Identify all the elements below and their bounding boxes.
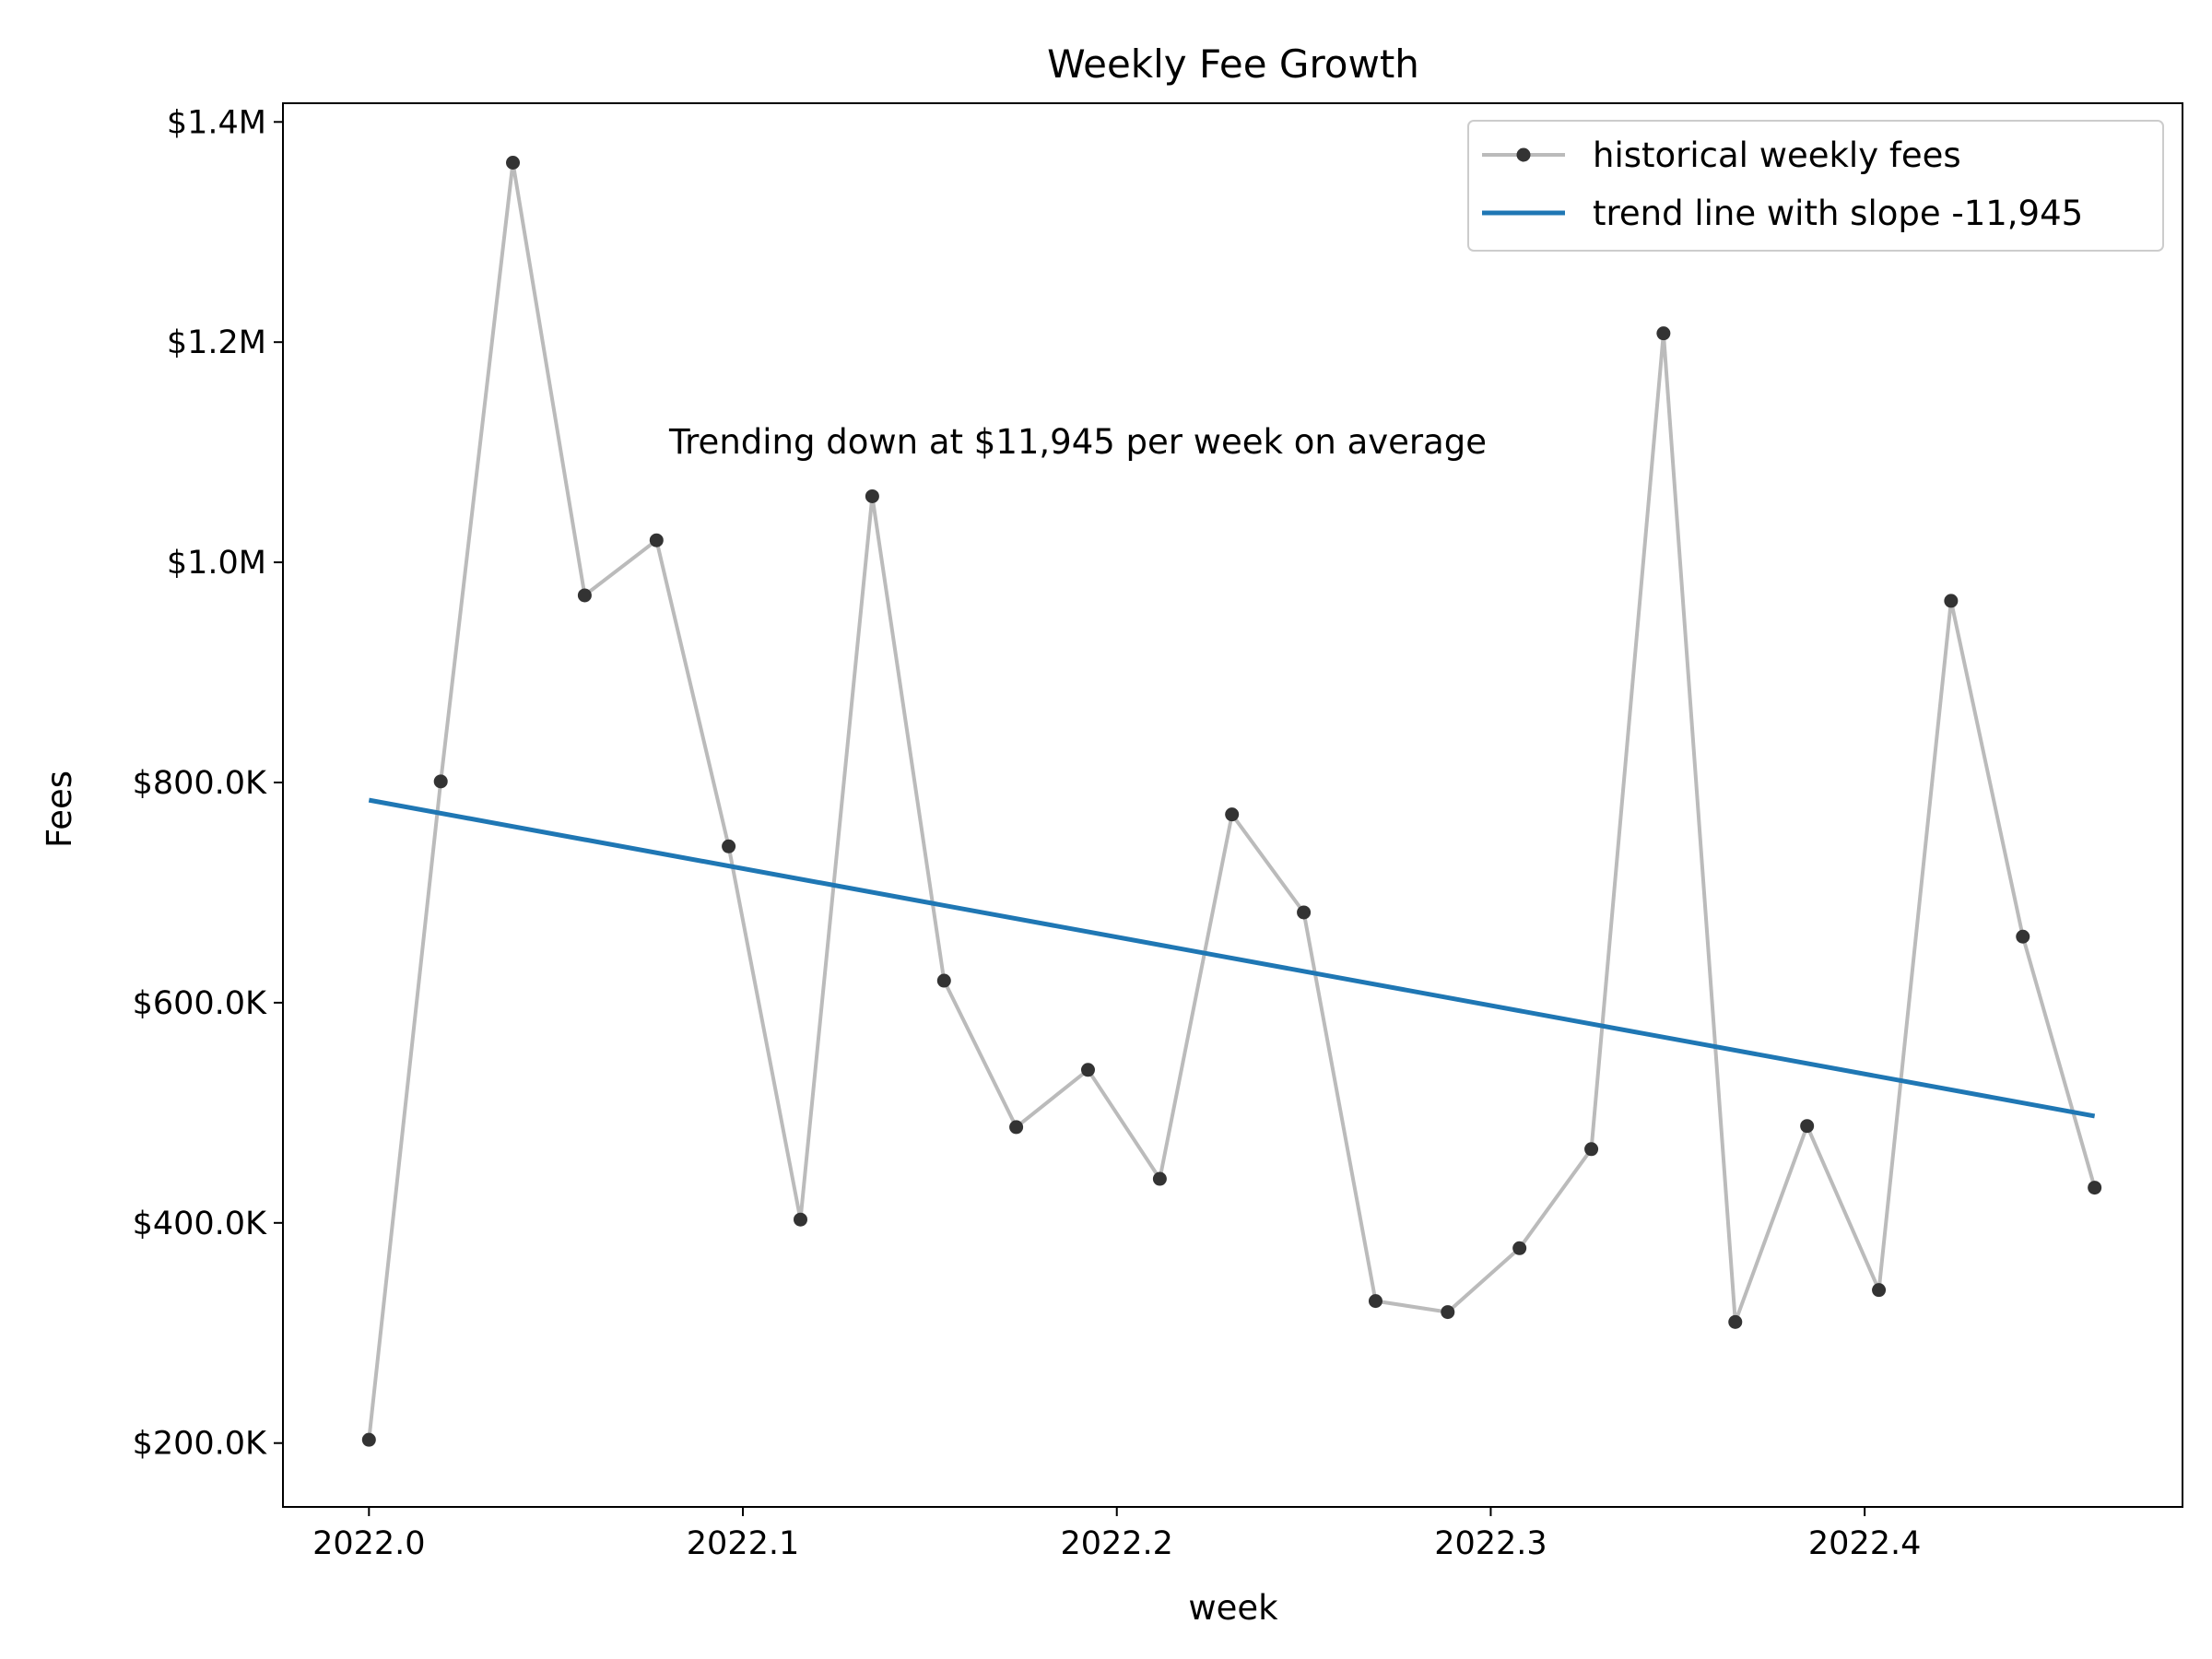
chart-title: Weekly Fee Growth bbox=[1047, 41, 1419, 87]
data-point bbox=[433, 774, 448, 789]
data-point bbox=[1152, 1171, 1167, 1186]
x-tick-label: 2022.3 bbox=[1434, 1525, 1547, 1562]
y-tick-label: $800.0K bbox=[133, 765, 267, 802]
series-layer bbox=[361, 156, 2102, 1447]
data-point bbox=[936, 973, 951, 988]
x-tick-label: 2022.4 bbox=[1808, 1525, 1921, 1562]
data-point bbox=[1584, 1142, 1599, 1157]
legend-label-historical: historical weekly fees bbox=[1593, 135, 1961, 175]
data-point bbox=[2088, 1181, 2102, 1195]
data-point bbox=[1225, 807, 1240, 822]
legend-marker-historical bbox=[1516, 147, 1531, 162]
data-point bbox=[577, 588, 592, 603]
x-tick-label: 2022.1 bbox=[687, 1525, 799, 1562]
x-tick-label: 2022.2 bbox=[1060, 1525, 1172, 1562]
axes-layer: 2022.0 2022.1 2022.2 2022.3 2022.4 $200.0K $40… bbox=[133, 102, 2183, 1562]
data-point bbox=[794, 1212, 808, 1227]
data-point bbox=[1297, 905, 1312, 920]
data-point bbox=[1944, 594, 1959, 608]
legend-box bbox=[1467, 120, 2164, 252]
trend-annotation: Trending down at $11,945 per week on ave… bbox=[668, 422, 1487, 462]
data-point bbox=[649, 533, 664, 547]
y-tick-label: $1.4M bbox=[167, 104, 266, 141]
data-point bbox=[1368, 1294, 1382, 1309]
legend: historical weekly fees trend line with sl… bbox=[1467, 120, 2164, 252]
y-tick-label: $400.0K bbox=[133, 1206, 267, 1242]
data-point bbox=[722, 839, 736, 853]
plot-frame bbox=[282, 102, 2183, 1508]
x-tick-label: 2022.0 bbox=[312, 1525, 425, 1562]
legend-label-trend: trend line with slope -11,945 bbox=[1593, 194, 2083, 233]
trend-line bbox=[368, 797, 2096, 1119]
data-point bbox=[1656, 326, 1671, 341]
y-tick-label: $1.0M bbox=[167, 545, 266, 582]
data-point bbox=[2016, 929, 2030, 944]
y-tick-label: $1.2M bbox=[167, 324, 266, 361]
data-point bbox=[1441, 1305, 1455, 1320]
x-axis-label: week bbox=[1188, 1588, 1278, 1628]
data-point bbox=[865, 488, 879, 503]
data-point bbox=[506, 156, 521, 171]
y-tick-label: $600.0K bbox=[133, 985, 267, 1022]
data-point bbox=[1728, 1314, 1743, 1329]
y-axis-label: Fees bbox=[40, 771, 79, 848]
y-tick-label: $200.0K bbox=[133, 1426, 267, 1463]
data-point bbox=[1009, 1120, 1024, 1135]
data-point bbox=[1512, 1241, 1527, 1255]
data-point bbox=[1800, 1119, 1815, 1134]
data-point bbox=[1080, 1063, 1095, 1077]
data-point bbox=[361, 1432, 376, 1447]
data-point bbox=[1872, 1283, 1887, 1298]
